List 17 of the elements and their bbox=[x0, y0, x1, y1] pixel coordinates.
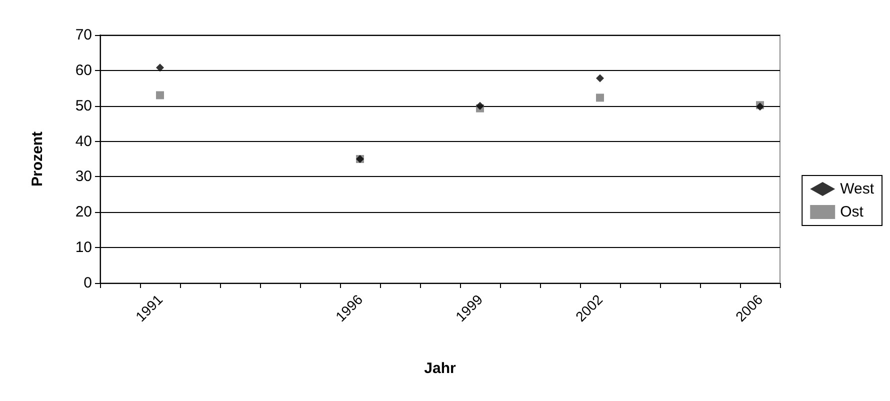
legend-label: West bbox=[840, 180, 875, 198]
point bbox=[596, 94, 604, 102]
point bbox=[156, 64, 164, 72]
y-tick-label: 0 bbox=[84, 274, 92, 292]
y-tick-label: 10 bbox=[75, 239, 92, 256]
y-tick-label: 30 bbox=[75, 168, 92, 186]
x-axis-title: Jahr bbox=[424, 360, 456, 377]
point bbox=[596, 74, 604, 82]
y-axis-title: Prozent bbox=[29, 131, 46, 187]
point bbox=[476, 102, 484, 110]
legend-label: Ost bbox=[840, 204, 864, 220]
y-tick-label: 20 bbox=[75, 204, 92, 221]
y-tick-label: 70 bbox=[75, 26, 92, 44]
y-tick-label: 60 bbox=[75, 62, 92, 79]
point bbox=[156, 91, 164, 100]
y-tick-label: 40 bbox=[75, 132, 92, 150]
y-tick-label: 50 bbox=[75, 97, 92, 114]
